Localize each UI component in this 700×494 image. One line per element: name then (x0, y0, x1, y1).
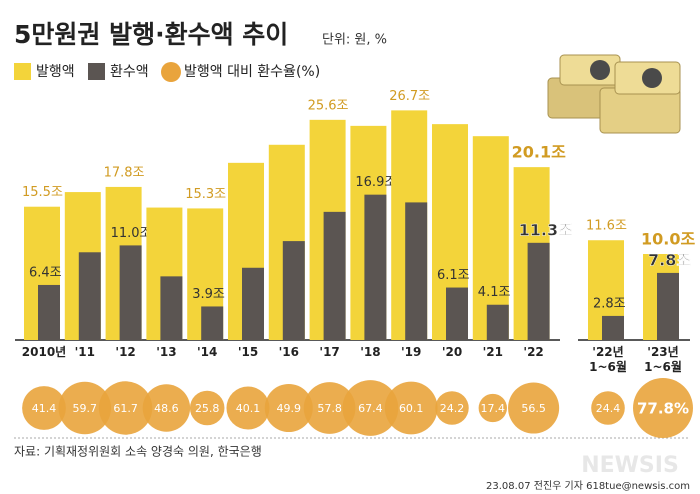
bar (486, 304, 509, 340)
ratio-bubble (342, 380, 399, 436)
x-tick-label: '21 (482, 345, 503, 359)
bubble-label: 48.6 (154, 402, 179, 415)
ratio-bubble (22, 386, 66, 430)
ratio-bubble (508, 382, 560, 434)
data-label: 11.0조 (111, 226, 152, 241)
x-tick-label: '13 (156, 345, 177, 359)
bubble-label: 24.4 (596, 402, 621, 415)
bar (446, 287, 468, 340)
bar (527, 242, 550, 340)
data-label: 11.3조 (519, 220, 573, 239)
data-label: 10.0조 (641, 230, 695, 249)
data-label: 3.9조 (192, 287, 225, 302)
unit-note: 단위: 원, % (322, 33, 387, 48)
x-tick-label: '23년 1~6월 (644, 345, 682, 374)
ratio-bubble (435, 391, 469, 425)
x-tick-label: '14 (197, 345, 218, 359)
ratio-bubble (98, 381, 153, 435)
watermark: NEWSIS (581, 453, 679, 478)
bar (323, 211, 346, 340)
bubble-label: 25.8 (195, 402, 220, 415)
ratio-bubble (189, 390, 225, 426)
x-tick-label: '18 (360, 345, 381, 359)
bar (602, 315, 624, 340)
bar (242, 267, 264, 340)
ratio-bubble (384, 381, 438, 435)
data-label: 2.8조 (593, 296, 626, 311)
ratio-bubble (591, 391, 625, 425)
x-tick-label: '19 (401, 345, 422, 359)
ratio-bubble (264, 383, 313, 433)
x-tick-label: '12 (115, 345, 136, 359)
bar (78, 252, 101, 340)
x-tick-label: '16 (278, 345, 299, 359)
bar (282, 241, 305, 340)
bar (657, 272, 679, 340)
bar (160, 276, 183, 340)
data-label: 20.1조 (512, 143, 566, 162)
data-label: 25.6조 (308, 98, 349, 113)
data-label: 6.4조 (29, 265, 62, 280)
bubble-label: 60.1 (399, 402, 424, 415)
x-tick-label: '11 (74, 345, 95, 359)
money-illustration (547, 54, 681, 134)
legend-swatch (14, 63, 31, 80)
x-tick-label: '20 (441, 345, 463, 359)
data-label: 15.5조 (22, 185, 63, 200)
data-label: 7.8조 (648, 250, 691, 269)
data-label: 16.9조 (355, 175, 396, 190)
x-tick-label: '22년 1~6월 (589, 345, 627, 374)
data-label: 11.6조 (586, 219, 627, 234)
chart-title: 5만원권 발행·환수액 추이 (14, 20, 288, 49)
ratio-bubble (142, 384, 191, 432)
bubble-label: 24.2 (440, 402, 465, 415)
bar (119, 245, 142, 340)
data-label: 6.1조 (437, 268, 470, 283)
ratio-bubble (226, 386, 270, 430)
bubble-label: 57.8 (317, 402, 342, 415)
data-label: 17.8조 (104, 165, 145, 180)
bubble-label: 56.5 (521, 402, 546, 415)
bubble-label: 17.4 (481, 402, 506, 415)
legend-swatch (88, 63, 105, 80)
bubble-label: 59.7 (73, 402, 98, 415)
bar (201, 306, 224, 340)
bubble-label: 67.4 (358, 402, 383, 415)
legend-swatch (161, 62, 181, 82)
data-label: 4.1조 (478, 285, 511, 300)
x-tick-label: '15 (237, 345, 259, 359)
bubble-label: 61.7 (113, 402, 138, 415)
data-label: 15.3조 (185, 187, 226, 202)
x-tick-label: 2010년 (21, 345, 67, 359)
bubble-label: 41.4 (32, 402, 57, 415)
legend-label: 발행액 대비 환수율(%) (184, 64, 320, 80)
legend-label: 발행액 (36, 64, 75, 80)
bar (364, 194, 387, 340)
x-tick-label: '17 (319, 345, 340, 359)
data-label: 26.7조 (389, 89, 430, 104)
ratio-bubble (633, 378, 693, 438)
credit: 23.08.07 전진우 기자 618tue@newsis.com (486, 480, 690, 492)
source: 자료: 기획재정위원회 소속 양경숙 의원, 한국은행 (14, 444, 262, 459)
bubble-label: 49.9 (277, 402, 302, 415)
x-tick-label: '22 (523, 345, 544, 359)
ratio-bubble (478, 393, 507, 423)
bar (38, 284, 60, 340)
bar (405, 202, 428, 340)
bubble-label: 40.1 (236, 402, 261, 415)
ratio-bubble (58, 381, 112, 435)
legend-label: 환수액 (110, 64, 149, 80)
bubble-label: 77.8% (637, 400, 689, 418)
ratio-bubble (303, 382, 356, 434)
